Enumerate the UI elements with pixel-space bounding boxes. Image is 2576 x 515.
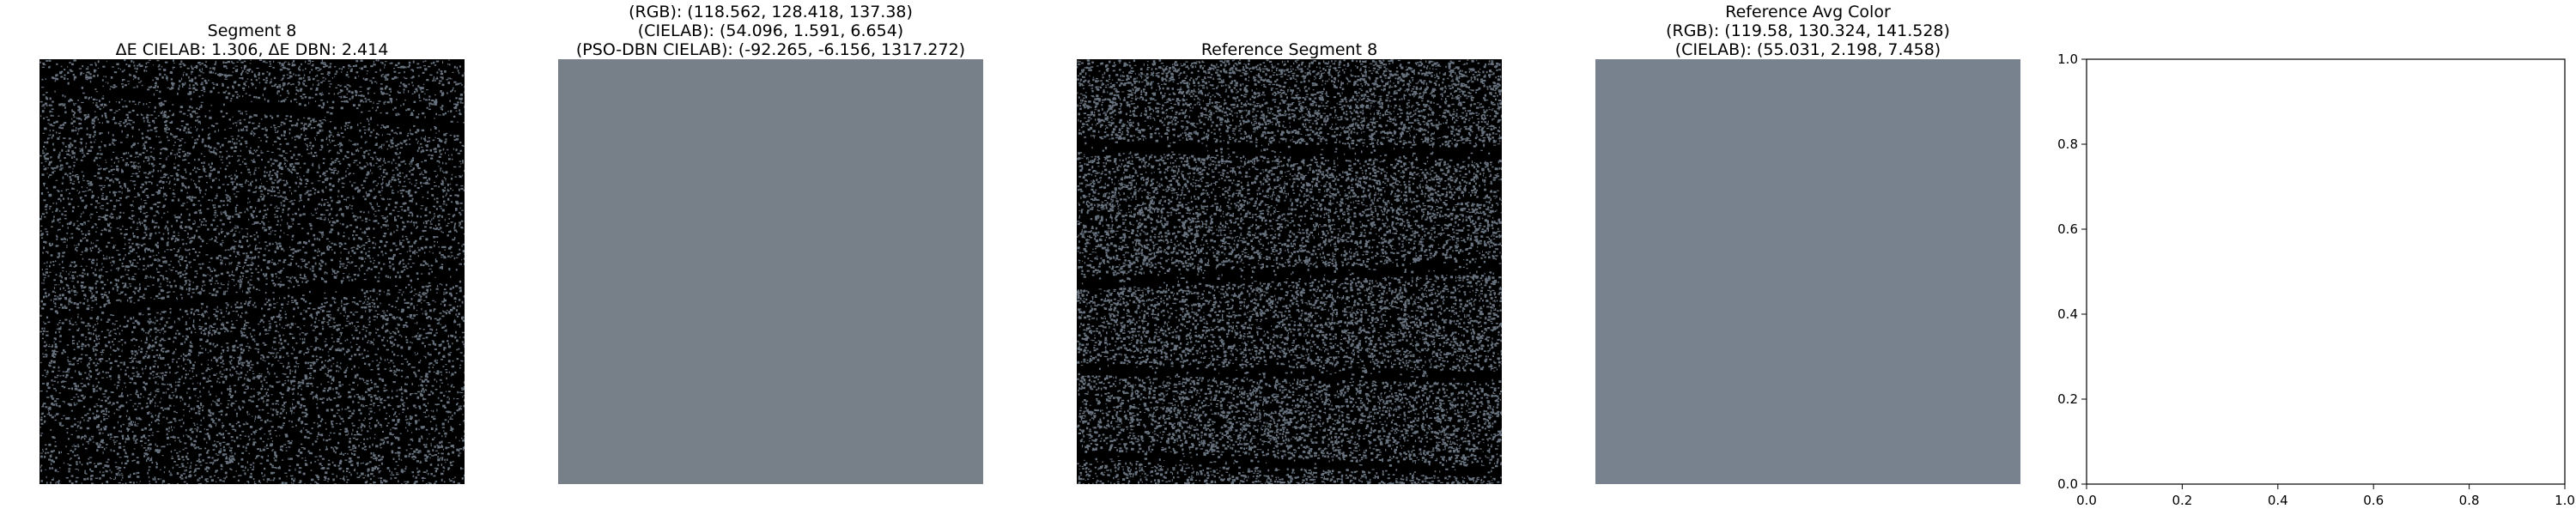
segment-avg-pso-dbn-label: (PSO-DBN CIELAB): (-92.265, -6.156, 1317…: [575, 40, 966, 59]
y-tick-label: 0.4: [2057, 306, 2078, 322]
reference-segment-image: [1077, 59, 1502, 484]
texture-speckles: [39, 59, 465, 484]
reference-avg-color-title: Reference Avg Color (RGB): (119.58, 130.…: [1595, 3, 2020, 59]
reference-avg-color-swatch: [1595, 59, 2020, 484]
segment-title-line-1: Segment 8: [207, 21, 297, 40]
texture-background: [39, 59, 465, 484]
reference-avg-rgb-label: (RGB): (119.58, 130.324, 141.528): [1666, 21, 1950, 40]
y-tick-label: 1.0: [2057, 52, 2078, 67]
segment-texture: [39, 59, 465, 484]
x-tick-label: 0.2: [2172, 493, 2192, 508]
y-tick-label: 0.2: [2057, 391, 2078, 407]
segment-image: [39, 59, 465, 484]
segment-avg-cielab-label: (CIELAB): (54.096, 1.591, 6.654): [637, 21, 904, 40]
y-tick-label: 0.8: [2057, 136, 2078, 152]
segment-avg-color-title: (RGB): (118.562, 128.418, 137.38) (CIELA…: [558, 3, 983, 59]
x-tick-label: 0.6: [2363, 493, 2384, 508]
x-tick-label: 0.8: [2459, 493, 2480, 508]
reference-texture: [1077, 59, 1502, 484]
segment-title-line-2: ΔE CIELAB: 1.306, ΔE DBN: 2.414: [115, 40, 389, 59]
y-tick-label: 0.6: [2057, 221, 2078, 237]
reference-avg-title-line: Reference Avg Color: [1725, 3, 1891, 21]
segment-avg-rgb-label: (RGB): (118.562, 128.418, 137.38): [629, 3, 913, 21]
axes-frame: [2086, 58, 2566, 485]
segment-avg-color-swatch: [558, 59, 983, 484]
reference-segment-title-line-1: Reference Segment 8: [1200, 40, 1378, 59]
reference-segment-title: Reference Segment 8: [1077, 40, 1502, 59]
segment-title: Segment 8 ΔE CIELAB: 1.306, ΔE DBN: 2.41…: [39, 21, 465, 59]
reference-avg-cielab-label: (CIELAB): (55.031, 2.198, 7.458): [1674, 40, 1941, 59]
x-tick-label: 0.4: [2268, 493, 2288, 508]
x-tick-label: 1.0: [2555, 493, 2575, 508]
texture-speckles: [1077, 59, 1502, 484]
y-tick-label: 0.0: [2057, 476, 2078, 492]
x-tick-label: 0.0: [2076, 493, 2097, 508]
